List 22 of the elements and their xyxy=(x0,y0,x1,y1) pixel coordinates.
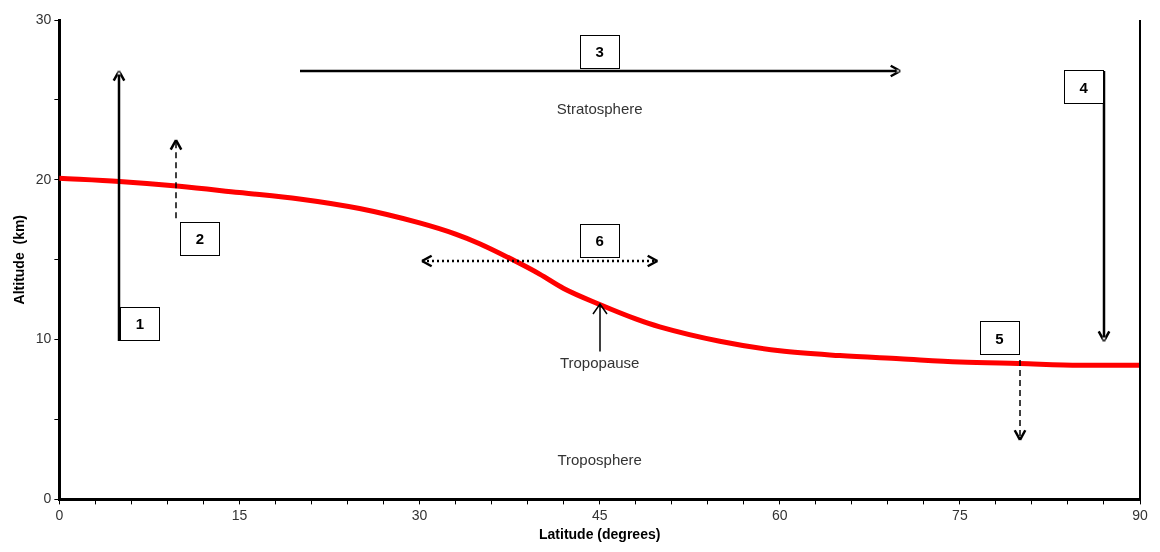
x-tick-label: 30 xyxy=(411,506,428,523)
annotation: 5 xyxy=(979,321,1020,355)
y-tick-label: 20 xyxy=(35,170,52,187)
x-tick-label: 90 xyxy=(1132,506,1148,523)
y-tick-label: 30 xyxy=(35,10,52,27)
annotation: 1 xyxy=(119,306,160,341)
x-axis-title: Latitude (degrees) xyxy=(539,526,661,543)
x-tick-label: 45 xyxy=(591,506,608,523)
y-tick-label: 10 xyxy=(35,330,52,347)
annotation: Stratosphere xyxy=(556,99,643,117)
annotation: 6 xyxy=(579,223,620,258)
annotation: Troposphere xyxy=(557,450,642,468)
y-tick-label: 0 xyxy=(43,490,52,507)
x-tick-label: 60 xyxy=(772,506,788,523)
x-tick-label: 15 xyxy=(231,506,248,523)
x-tick-label: 75 xyxy=(952,506,968,523)
x-tick-label: 0 xyxy=(55,506,64,523)
annotation: Tropopause xyxy=(559,353,640,371)
annotation: 3 xyxy=(579,34,620,69)
annotation: 2 xyxy=(179,221,220,256)
y-axis-title: Altitude (km) xyxy=(11,214,28,305)
annotation: 4 xyxy=(1063,70,1104,105)
